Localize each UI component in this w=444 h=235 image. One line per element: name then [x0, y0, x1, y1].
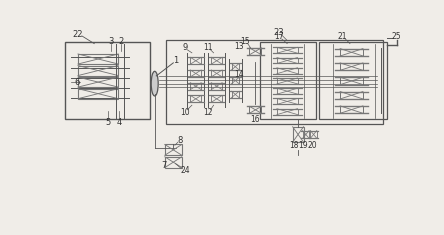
Bar [277, 58, 297, 63]
Text: 23: 23 [274, 28, 284, 37]
Bar [165, 145, 182, 155]
Text: 11: 11 [203, 43, 213, 52]
Bar [78, 89, 118, 99]
Text: 24: 24 [181, 166, 190, 175]
Text: 20: 20 [308, 141, 317, 150]
Text: 16: 16 [250, 114, 260, 124]
Bar [277, 98, 297, 104]
Bar [302, 130, 309, 138]
Bar [277, 47, 297, 53]
Text: 18: 18 [289, 141, 299, 150]
Text: 4: 4 [116, 118, 122, 127]
Ellipse shape [151, 71, 158, 96]
Bar [211, 70, 222, 77]
Text: 8: 8 [178, 136, 183, 145]
Text: 1: 1 [173, 56, 178, 65]
Bar [165, 157, 182, 168]
Bar [277, 78, 297, 84]
Text: 22: 22 [72, 30, 83, 39]
Text: 25: 25 [392, 32, 401, 41]
Bar [250, 106, 262, 113]
Bar [78, 54, 118, 64]
Bar [190, 70, 201, 77]
Bar [211, 83, 222, 90]
Bar [190, 95, 201, 102]
Text: 5: 5 [106, 118, 111, 127]
Bar [190, 57, 201, 64]
Bar [231, 91, 239, 98]
Bar [340, 106, 363, 113]
Text: 12: 12 [203, 108, 213, 118]
Text: 3: 3 [109, 37, 114, 46]
Bar [65, 42, 150, 119]
Bar [310, 130, 317, 138]
Text: 10: 10 [180, 108, 190, 118]
Text: 7: 7 [161, 161, 166, 170]
Bar [190, 83, 201, 90]
Bar [340, 49, 363, 56]
Bar [78, 66, 118, 76]
Bar [250, 48, 262, 55]
Bar [340, 77, 363, 85]
Bar [166, 40, 383, 125]
Bar [211, 95, 222, 102]
Bar [340, 92, 363, 99]
Bar [293, 127, 304, 142]
Text: 13: 13 [234, 42, 244, 51]
Text: 15: 15 [241, 37, 250, 46]
Bar [277, 109, 297, 115]
Bar [78, 77, 118, 87]
Text: 17: 17 [274, 32, 284, 41]
Bar [277, 68, 297, 74]
Text: 14: 14 [234, 70, 244, 79]
Bar [319, 42, 387, 119]
Text: 21: 21 [337, 32, 347, 41]
Bar [231, 63, 239, 70]
Text: 9: 9 [182, 43, 187, 52]
Bar [277, 88, 297, 94]
Bar [340, 63, 363, 70]
Bar [260, 42, 316, 119]
Text: 6: 6 [75, 78, 80, 87]
Text: 2: 2 [118, 37, 123, 46]
Bar [231, 77, 239, 84]
Text: 19: 19 [299, 141, 308, 150]
Bar [211, 57, 222, 64]
